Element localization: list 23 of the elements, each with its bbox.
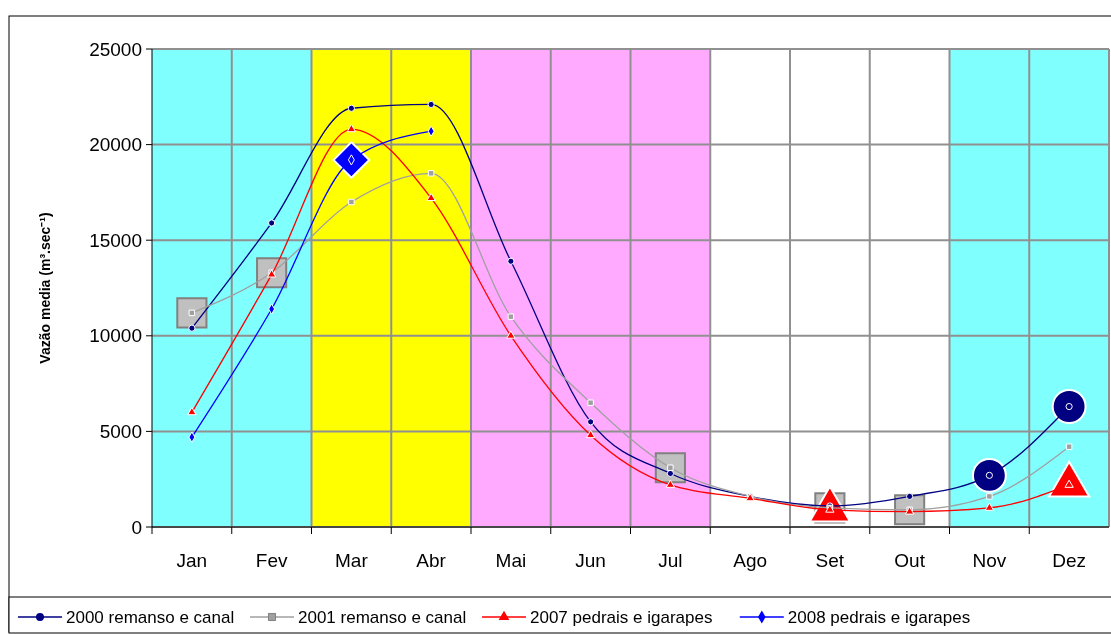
y-tick-label: 15000 xyxy=(89,229,142,251)
x-tick-label: Set xyxy=(815,550,845,571)
legend-label: 2001 remanso e canal xyxy=(298,608,467,627)
x-tick-label: Mai xyxy=(495,550,527,571)
x-tick-label: Jul xyxy=(658,550,683,571)
x-tick-label: Ago xyxy=(733,550,768,571)
x-tick-label: Jun xyxy=(575,550,606,571)
x-tick-label: Mar xyxy=(335,550,369,571)
y-axis-title: Vazão media (m³.sec⁻¹) xyxy=(37,212,53,364)
y-tick-label: 25000 xyxy=(89,38,142,60)
x-tick-label: Abr xyxy=(416,550,447,571)
y-tick-label: 0 xyxy=(131,516,142,538)
legend-label: 2008 pedrais e igarapes xyxy=(787,608,971,627)
y-tick-label: 20000 xyxy=(89,134,142,156)
x-tick-label: Fev xyxy=(255,550,288,571)
legend-label: 2000 remanso e canal xyxy=(66,608,235,627)
legend-label: 2007 pedrais e igarapes xyxy=(530,608,713,627)
x-tick-label: Nov xyxy=(972,550,1007,571)
x-tick-label: Dez xyxy=(1052,550,1087,571)
x-tick-label: Out xyxy=(894,550,926,571)
y-tick-label: 10000 xyxy=(89,325,142,347)
x-tick-label: Jan xyxy=(176,550,208,571)
y-tick-label: 5000 xyxy=(99,421,142,443)
